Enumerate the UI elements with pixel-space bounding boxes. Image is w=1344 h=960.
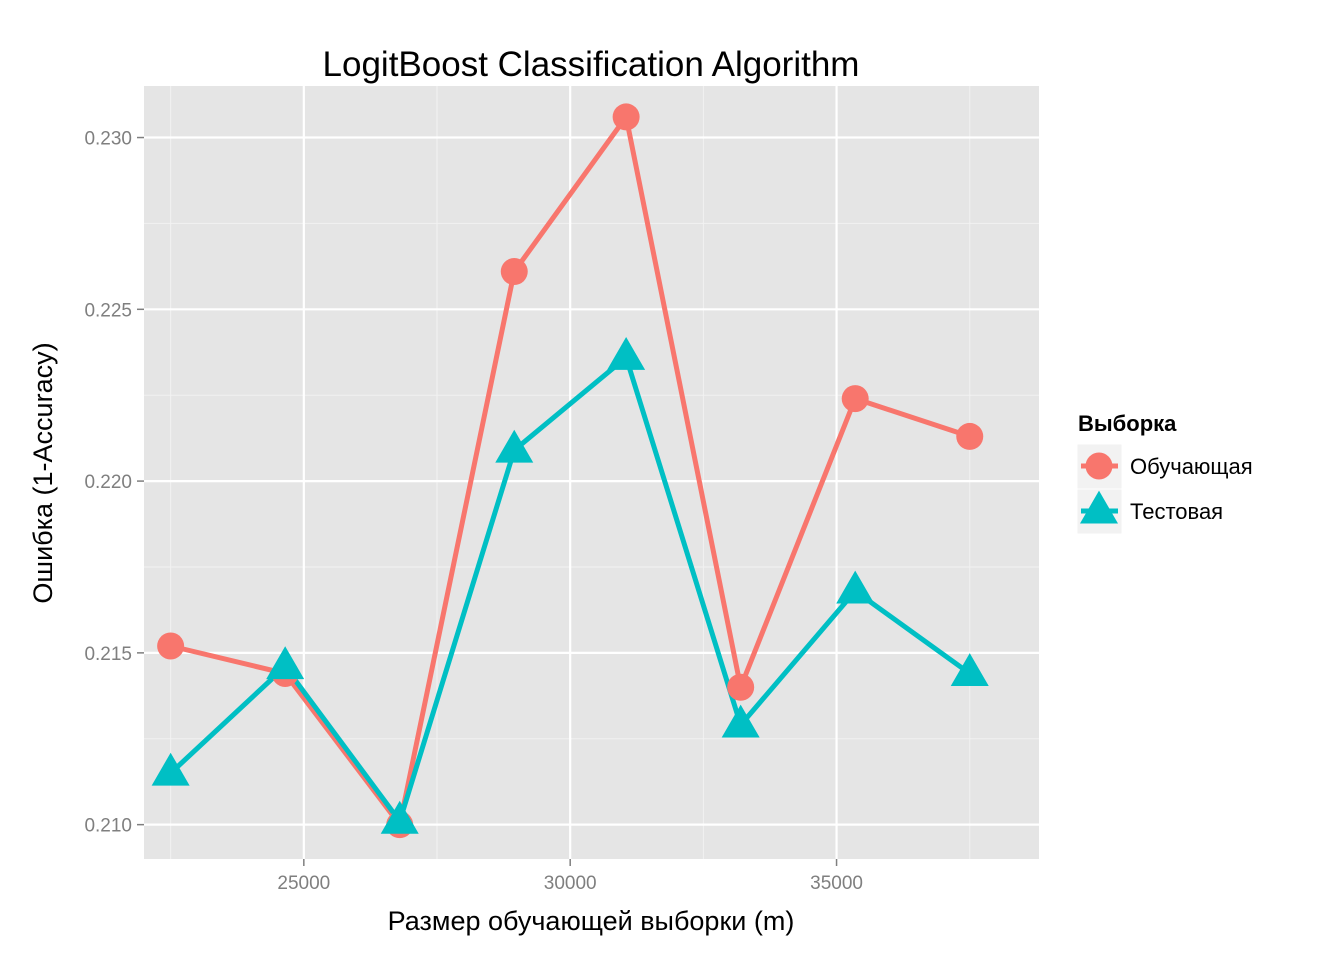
legend: Выборка Обучающая Тестовая [1076,411,1253,535]
plot-panel [144,86,1039,859]
legend-label: Обучающая [1130,454,1253,479]
y-tick-label: 0.220 [84,472,132,493]
data-point-series-1 [500,258,528,286]
series-points [151,103,989,839]
legend-key-marker [1080,490,1118,524]
data-point-series-2 [721,704,760,738]
data-point-series-2 [836,570,875,604]
y-axis-title: Ошибка (1-Accuracy) [28,342,58,603]
x-tick-label: 25000 [277,873,330,894]
minor-gridlines [144,86,1039,859]
data-point-series-2 [607,337,646,370]
y-tick-label: 0.225 [84,300,132,321]
data-point-series-1 [727,673,755,701]
legend-label: Тестовая [1130,499,1223,524]
legend-title: Выборка [1078,411,1177,436]
x-tick-label: 35000 [810,873,863,894]
legend-key-marker [1085,452,1113,480]
data-point-series-1 [157,632,185,660]
x-axis-title: Размер обучающей выборки (m) [388,906,795,936]
chart-title: LogitBoost Classification Algorithm [323,45,860,84]
y-tick-label: 0.210 [84,816,132,837]
y-tick-label: 0.230 [84,129,132,150]
data-point-series-2 [380,800,419,834]
legend-items: Обучающая Тестовая [1076,443,1253,535]
data-point-series-2 [495,429,534,463]
data-point-series-1 [841,385,869,413]
y-axis: 0.210 0.215 0.220 0.225 0.230 [84,129,144,837]
series-line-1 [170,114,971,828]
data-point-series-2 [151,752,190,786]
series-line-2 [168,354,972,824]
x-axis: 25000 30000 35000 [277,859,863,894]
data-point-series-1 [612,103,640,131]
x-tick-label: 30000 [544,873,597,894]
y-tick-label: 0.215 [84,644,132,665]
data-point-series-2 [950,653,989,686]
series-lines [168,114,972,828]
data-point-series-1 [956,422,984,450]
major-gridlines [144,86,1039,859]
data-point-series-2 [266,646,305,680]
